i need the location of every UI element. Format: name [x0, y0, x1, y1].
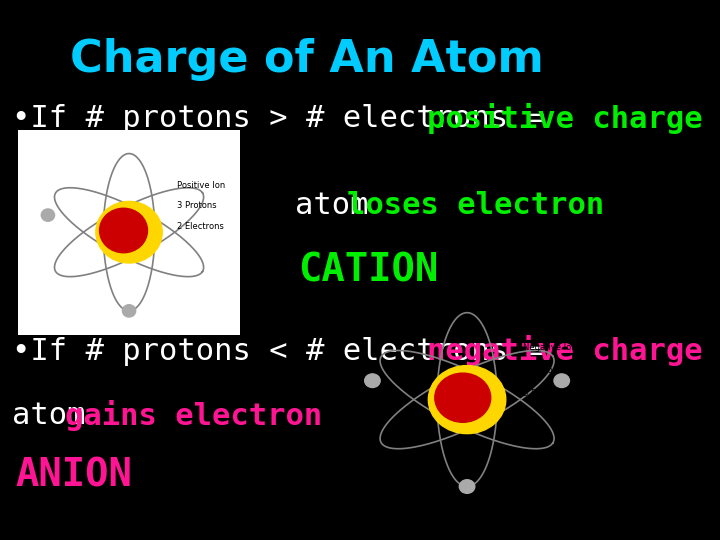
Text: positive charge: positive charge	[427, 103, 703, 134]
Bar	[19, 130, 240, 335]
Text: •If # protons < # electrons =: •If # protons < # electrons =	[12, 336, 564, 366]
Text: atom: atom	[12, 401, 104, 430]
Text: negative charge: negative charge	[427, 335, 703, 367]
Text: CATION: CATION	[299, 251, 439, 289]
Text: atom: atom	[295, 191, 387, 220]
Text: loses electron: loses electron	[347, 191, 605, 220]
Text: gains electron: gains electron	[65, 400, 322, 431]
Text: •If # protons > # electrons =: •If # protons > # electrons =	[12, 104, 564, 133]
Text: ANION: ANION	[15, 456, 132, 494]
Text: Charge of An Atom: Charge of An Atom	[71, 38, 544, 81]
